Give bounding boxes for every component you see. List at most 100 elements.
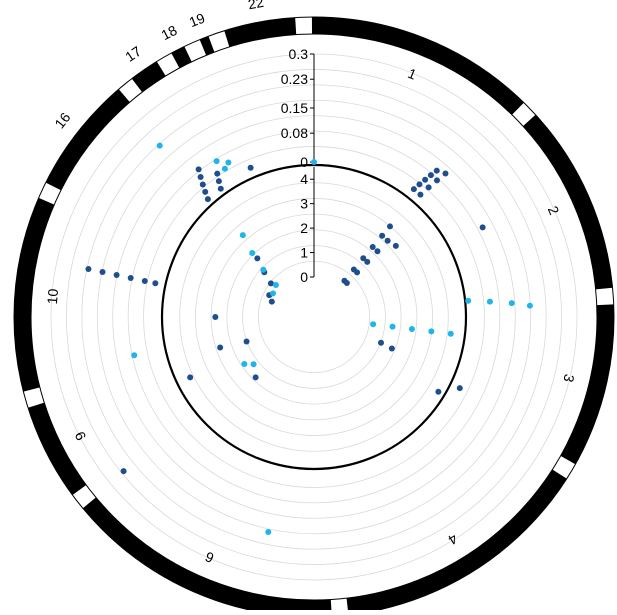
outer-track-point [311,159,317,165]
inner-track-point [268,298,275,305]
data-points [85,142,533,535]
outer-track-point [215,178,222,185]
outer-track-point [202,188,209,195]
inner-track-point [252,374,259,381]
outer-axis-tick-label: 0.23 [281,71,308,87]
ring-inner-edge [30,33,598,601]
inner-track-point [272,282,279,289]
inner-track-point [212,314,219,320]
outer-track-point [456,385,463,392]
outer-track-point [465,297,472,304]
inner-axis-tick-label: 4 [300,171,308,187]
inner-track-point [392,242,399,249]
inner-track-point [241,360,248,367]
outer-track-point [221,165,228,172]
inner-track-point [260,266,267,273]
chromosome-segment-4 [346,469,567,615]
inner-axis-tick-label: 1 [300,245,308,261]
outer-track-point [156,142,163,149]
chromosome-label-10: 10 [44,288,61,305]
chromosome-segment-6 [82,497,332,615]
inner-track-point [370,321,377,328]
chromosome-segment-10 [13,197,55,392]
outer-track-point [197,173,204,180]
chromosome-label-6: 6 [202,549,216,567]
inner-track-point [239,232,246,239]
chromosome-label-1: 1 [406,65,419,83]
inner-track-point [386,223,393,230]
inner-track-point [428,328,435,335]
outer-track-point [195,166,202,173]
outer-track-point [508,300,515,307]
chromosome-segment-9 [28,402,87,496]
inner-axis-tick-label: 0 [300,269,308,285]
inner-track-point [267,280,274,287]
chromosome-segment-22 [224,17,297,47]
outer-track-point [417,191,424,198]
outer-track-point [199,181,206,188]
inner-track-point [369,244,376,251]
outer-track-point [427,172,434,179]
inner-axis-tick-label: 3 [300,196,308,212]
inner-track-point [187,374,194,381]
inner-track-point [374,248,381,255]
outer-track-point [85,266,92,273]
inner-track-point [389,323,396,330]
outer-axis-tick-label: 0.08 [281,125,308,141]
outer-track-point [99,269,106,276]
outer-track-point [442,170,449,177]
chromosome-segment-16 [45,89,130,191]
inner-track-point [243,338,250,345]
ring-outer-edge [13,16,615,615]
outer-track-point [204,196,211,203]
outer-track-point [217,185,224,192]
inner-track-point [360,255,367,262]
chromosome-segment-17 [131,61,166,93]
inner-grid-ring [257,260,371,374]
outer-track-point [425,184,432,191]
inner-track-point [388,345,395,352]
chromosome-segment-1 [311,17,524,115]
inner-track-point [343,279,350,286]
chromosome-segment-3 [560,304,615,465]
chromosome-label-4: 4 [445,531,460,549]
outer-track-point [265,528,272,535]
outer-track-point [247,164,254,171]
outer-axis-tick-label: 0 [300,154,308,170]
inner-track-point [250,361,257,368]
outer-track-point [433,177,440,184]
outer-track-point [113,272,120,279]
chromosome-label-16: 16 [51,109,73,131]
outer-track-point [225,159,232,166]
inner-track-point [270,290,277,297]
chromosome-segment-2 [522,114,613,290]
outer-track-point [479,224,486,231]
chromosome-label-18: 18 [158,22,179,43]
inner-track-point [435,388,442,395]
chromosome-label-19: 19 [187,10,208,31]
outer-track-point [131,352,138,359]
outer-track-point [213,158,220,165]
chromosome-label-17: 17 [122,43,144,65]
inner-track-point [408,326,415,333]
chromosome-label-3: 3 [560,373,577,385]
inner-track-point [249,250,256,257]
outer-track-point [141,278,148,285]
chromosome-label-22: 22 [247,0,265,12]
outer-track-point [214,170,221,177]
outer-track-point [120,468,127,475]
outer-track-point [127,275,134,282]
inner-track-point [364,258,371,265]
chromosome-label-9: 9 [71,429,89,443]
inner-track-point [354,269,361,276]
outer-track-point [416,181,423,188]
outer-track-point [526,302,533,309]
inner-track-point [254,255,261,262]
inner-track-point [384,237,391,244]
inner-track-point [379,232,386,239]
outer-axis-tick-label: 0.3 [289,46,309,62]
outer-axis-tick-label: 0.15 [281,100,308,116]
chromosome-ring [13,16,615,615]
